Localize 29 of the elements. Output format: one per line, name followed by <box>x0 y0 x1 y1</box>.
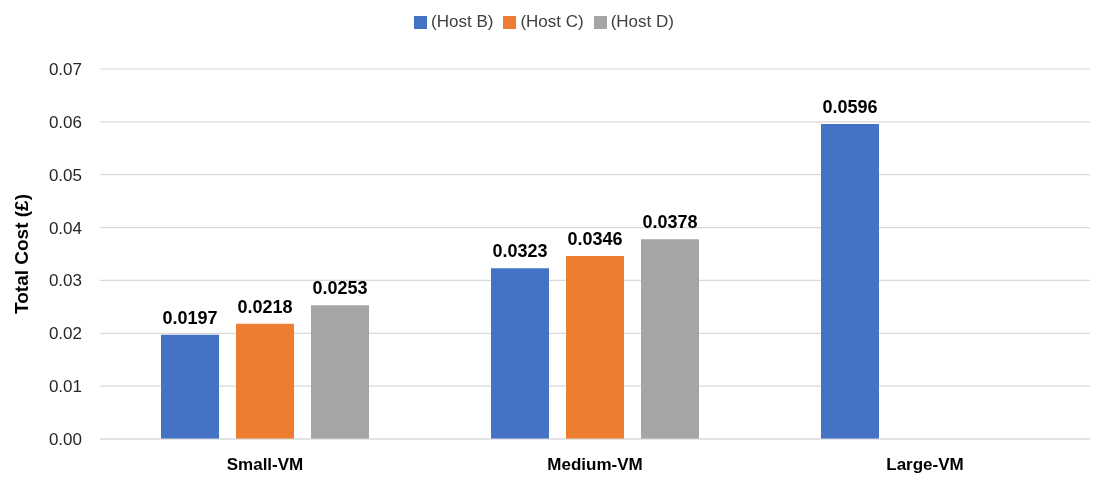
legend-label: (Host D) <box>610 12 674 31</box>
y-tick-label: 0.02 <box>48 324 82 344</box>
legend-label: (Host B) <box>431 12 494 31</box>
y-tick-label: 0.00 <box>48 430 82 450</box>
y-tick-label: 0.04 <box>48 218 82 238</box>
x-tick-label: Medium-VM <box>547 455 643 474</box>
data-label: 0.0218 <box>237 296 293 317</box>
data-label: 0.0323 <box>492 241 548 262</box>
y-tick-label: 0.01 <box>48 377 82 397</box>
data-label: 0.0253 <box>312 278 368 299</box>
bar <box>641 239 699 439</box>
bar <box>566 256 624 439</box>
y-tick-label: 0.03 <box>48 271 82 291</box>
data-label: 0.0378 <box>642 212 698 233</box>
bar <box>821 123 879 439</box>
x-tick-label: Small-VM <box>226 455 304 474</box>
y-tick-label: 0.06 <box>48 112 82 132</box>
data-label: 0.0596 <box>822 96 878 117</box>
y-tick-label: 0.05 <box>48 165 82 185</box>
bar <box>161 334 219 439</box>
y-axis-title: Total Cost (£) <box>10 194 32 314</box>
bar <box>491 268 549 439</box>
x-tick-label: Large-VM <box>886 455 964 474</box>
bar <box>311 305 369 439</box>
y-tick-label: 0.07 <box>48 60 82 80</box>
data-label: 0.0346 <box>567 229 623 250</box>
bar <box>236 323 294 439</box>
data-label: 0.0197 <box>162 307 218 328</box>
legend-label: (Host C) <box>520 12 584 31</box>
